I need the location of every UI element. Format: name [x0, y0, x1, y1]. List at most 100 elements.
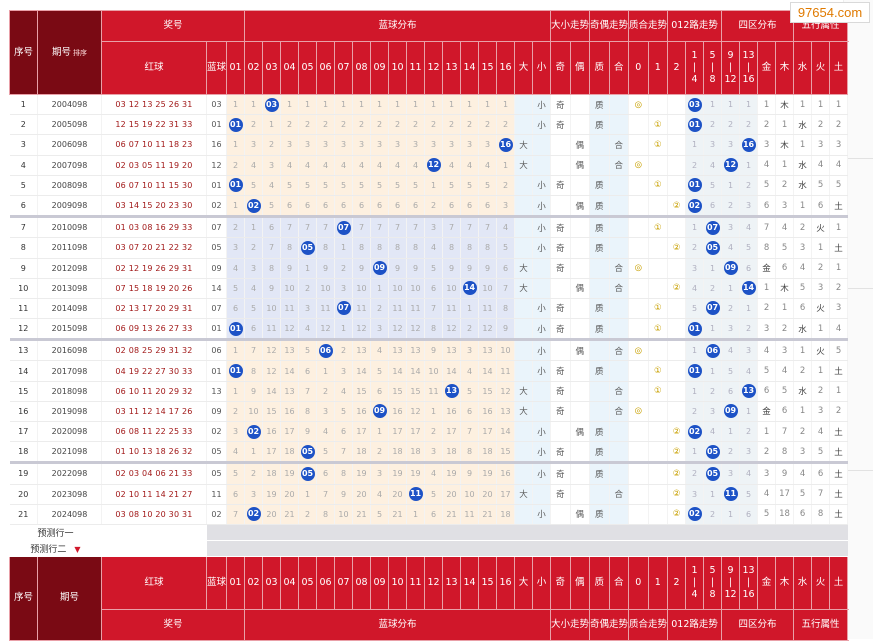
predict-cell[interactable] — [775, 524, 794, 541]
predict-cell[interactable] — [514, 524, 533, 541]
predict-cell[interactable] — [388, 524, 407, 541]
predict-cell[interactable] — [757, 540, 776, 557]
predict-cell[interactable] — [280, 524, 299, 541]
predict-cell[interactable] — [721, 540, 740, 557]
predict-cell[interactable] — [532, 540, 551, 557]
predict-cell[interactable] — [667, 524, 686, 541]
blue-dist-cell: 14 — [478, 360, 498, 382]
predict-cell[interactable] — [496, 540, 515, 557]
prime-cell: 合 — [609, 381, 630, 402]
predict-cell[interactable] — [244, 540, 263, 557]
predict-cell[interactable] — [262, 540, 281, 557]
predict-cell[interactable] — [226, 524, 245, 541]
predict-cell[interactable] — [793, 540, 812, 557]
predict-cell[interactable] — [460, 540, 479, 557]
predict-cell[interactable] — [739, 540, 758, 557]
prime-cell: 合 — [609, 155, 630, 176]
predict-cell[interactable] — [442, 540, 461, 557]
oddeven-cell — [550, 278, 571, 299]
site-watermark: 97654.com — [790, 2, 870, 23]
predict-cell[interactable] — [226, 540, 245, 557]
predict-cell[interactable] — [460, 524, 479, 541]
predict-cell[interactable] — [829, 540, 848, 557]
predict-cell[interactable] — [406, 540, 425, 557]
predict-cell[interactable] — [609, 524, 629, 541]
predict-cell[interactable] — [388, 540, 407, 557]
predict-cell[interactable] — [570, 524, 590, 541]
header-road: 012路走势 — [667, 608, 723, 641]
predict-cell[interactable] — [570, 540, 590, 557]
predict-cell[interactable] — [334, 540, 353, 557]
blue-dist-cell: 1 — [460, 298, 480, 320]
predict-cell[interactable] — [424, 524, 443, 541]
header-row-columns: 序号 期号 红球 蓝球 01 02 03 04 05 06 07 08 09 10 11 12 13 14 15 16… — [9, 555, 849, 641]
blue-dist-cell: 11 — [388, 298, 408, 320]
predict-cell[interactable] — [244, 524, 263, 541]
predict-cell[interactable] — [685, 540, 704, 557]
predict-cell[interactable] — [514, 540, 533, 557]
wuxing-cell: 火 — [811, 339, 831, 362]
predict-cell[interactable] — [589, 524, 610, 541]
predict-cell[interactable] — [811, 540, 830, 557]
predict-cell[interactable] — [703, 524, 722, 541]
blue-dist-cell: 19 — [406, 462, 426, 485]
predict-cell[interactable] — [739, 524, 758, 541]
predict-cell[interactable] — [628, 540, 649, 557]
predict-label[interactable]: 预测行二 ▼ — [9, 540, 102, 557]
blue-dist-cell: 7 — [370, 216, 390, 239]
prime-cell: 质 — [589, 195, 610, 219]
table-row: 8 2011098 03 07 20 21 22 32 05 3 2 7 8 05 8 1 8 8 8 8 4… — [9, 237, 849, 259]
predict-cell[interactable] — [406, 524, 425, 541]
predict-cell[interactable] — [280, 540, 299, 557]
predict-cell[interactable] — [703, 540, 722, 557]
predict-label[interactable]: 预测行一 — [9, 524, 102, 541]
predict-cell[interactable] — [721, 524, 740, 541]
size-cell — [532, 401, 552, 423]
predict-cell[interactable] — [370, 540, 389, 557]
predict-cell[interactable] — [262, 524, 281, 541]
predict-cell[interactable] — [334, 524, 353, 541]
header-seq: 序号 — [9, 10, 38, 95]
blue-hit-ball: 01 — [228, 178, 243, 193]
predict-cell[interactable] — [811, 524, 830, 541]
predict-cell[interactable] — [298, 540, 317, 557]
oddeven-cell: 奇 — [550, 114, 571, 136]
predict-cell[interactable] — [532, 524, 551, 541]
predict-cell[interactable] — [589, 540, 610, 557]
predict-cell[interactable] — [316, 540, 335, 557]
predict-cell[interactable] — [316, 524, 335, 541]
sort-button[interactable]: 排序 — [73, 48, 87, 57]
zone-cell: 05 — [703, 462, 723, 485]
predict-cell[interactable] — [648, 524, 668, 541]
predict-cell[interactable] — [442, 524, 461, 541]
predict-cell[interactable] — [496, 524, 515, 541]
predict-cell[interactable] — [478, 540, 497, 557]
predict-cell[interactable] — [424, 540, 443, 557]
predict-cell[interactable] — [648, 540, 668, 557]
predict-cell[interactable] — [667, 540, 686, 557]
predict-cell[interactable] — [829, 524, 848, 541]
blue-dist-cell: 13 — [352, 339, 372, 362]
row-blue: 02 — [206, 195, 228, 219]
predict-cell[interactable] — [775, 540, 794, 557]
predict-cell[interactable] — [370, 524, 389, 541]
predict-cell[interactable] — [550, 524, 571, 541]
blue-dist-cell: 5 — [262, 195, 282, 219]
predict-cell[interactable] — [298, 524, 317, 541]
predict-cell[interactable] — [478, 524, 497, 541]
predict-cell[interactable] — [206, 540, 227, 557]
predict-cell[interactable] — [757, 524, 776, 541]
predict-cell[interactable] — [793, 524, 812, 541]
predict-cell[interactable] — [352, 540, 371, 557]
predict-cell[interactable] — [628, 524, 649, 541]
blue-dist-cell: 01 — [226, 114, 246, 136]
predict-cell[interactable] — [685, 524, 704, 541]
predict-cell[interactable] — [352, 524, 371, 541]
blue-dist-cell: 8 — [478, 237, 498, 259]
blue-dist-cell: 8 — [280, 237, 300, 259]
predict-cell[interactable] — [609, 540, 629, 557]
predict-cell[interactable] — [206, 524, 227, 541]
blue-dist-cell: 7 — [316, 216, 336, 239]
predict-cell[interactable] — [550, 540, 571, 557]
wuxing-cell: 6 — [811, 462, 831, 485]
